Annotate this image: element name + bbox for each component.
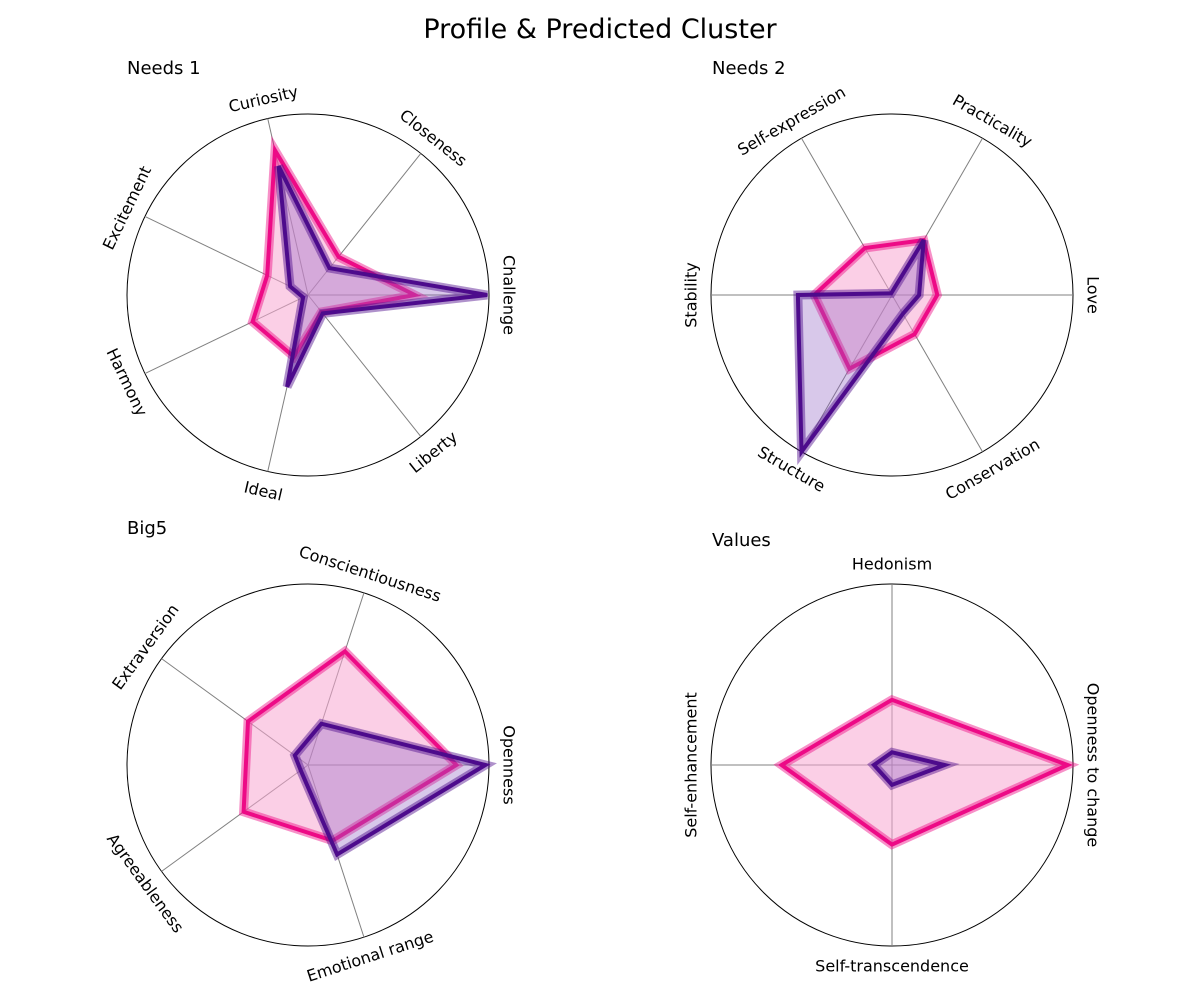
cluster-area: [294, 723, 486, 855]
radar-panel-needs-1: Needs 1 Challenge Closeness Curiosity Excite…: [99, 58, 519, 505]
panel-title: Big5: [127, 518, 167, 539]
axis-label-self-transcendence: Self-transcendence: [815, 957, 969, 976]
axis-label-stability: Stability: [682, 262, 701, 327]
axis-label-agreeableness: Agreeableness: [103, 830, 188, 937]
axis-label-self-expression: Self-expression: [734, 82, 849, 159]
figure-title: Profile & Predicted Cluster: [423, 14, 777, 45]
axis-label-excitement: Excitement: [99, 163, 155, 253]
axis-label-hedonism: Hedonism: [852, 555, 932, 574]
axis-label-conservation: Conservation: [942, 434, 1043, 503]
cluster-area: [278, 166, 488, 387]
profile-outline: [241, 648, 460, 843]
axis-label-liberty: Liberty: [406, 427, 461, 477]
radar-panel-values: Values Openness to change Hedonism Self-enh…: [682, 530, 1103, 976]
axis-label-curiosity: Curiosity: [227, 82, 300, 116]
profile-area: [243, 651, 457, 841]
cluster-outline: [276, 165, 488, 388]
axis-label-emotional-range: Emotional range: [304, 927, 435, 986]
axis-label-harmony: Harmony: [102, 345, 151, 419]
axis-label-practicality: Practicality: [949, 91, 1035, 152]
panel-title: Needs 1: [127, 58, 201, 79]
cluster-area: [873, 752, 945, 785]
panel-title: Values: [712, 530, 771, 551]
panel-title: Needs 2: [712, 58, 786, 79]
axis-label-extraversion: Extraversion: [108, 601, 183, 694]
radar-panel-needs-2: Needs 2 Love Practicality Self-expression St…: [682, 58, 1103, 504]
axis-label-conscientiousness: Conscientiousness: [297, 542, 444, 606]
axis-label-openness: Openness: [500, 725, 519, 804]
spoke-liberty: [307, 294, 422, 437]
axis-label-love: Love: [1084, 276, 1103, 314]
radar-panel-big5: Big5 Openness Conscientiousness Extraversio…: [103, 518, 518, 986]
axis-label-openness-to-change: Openness to change: [1084, 683, 1103, 848]
cluster-outline: [292, 721, 491, 858]
axis-label-ideal: Ideal: [242, 477, 284, 504]
axis-label-closeness: Closeness: [396, 105, 471, 170]
axis-label-self-enhancement: Self-enhancement: [682, 692, 701, 838]
profile-area: [252, 150, 415, 357]
axis-label-structure: Structure: [755, 442, 829, 496]
profile-outline: [250, 143, 422, 360]
axis-label-challenge: Challenge: [500, 255, 519, 335]
